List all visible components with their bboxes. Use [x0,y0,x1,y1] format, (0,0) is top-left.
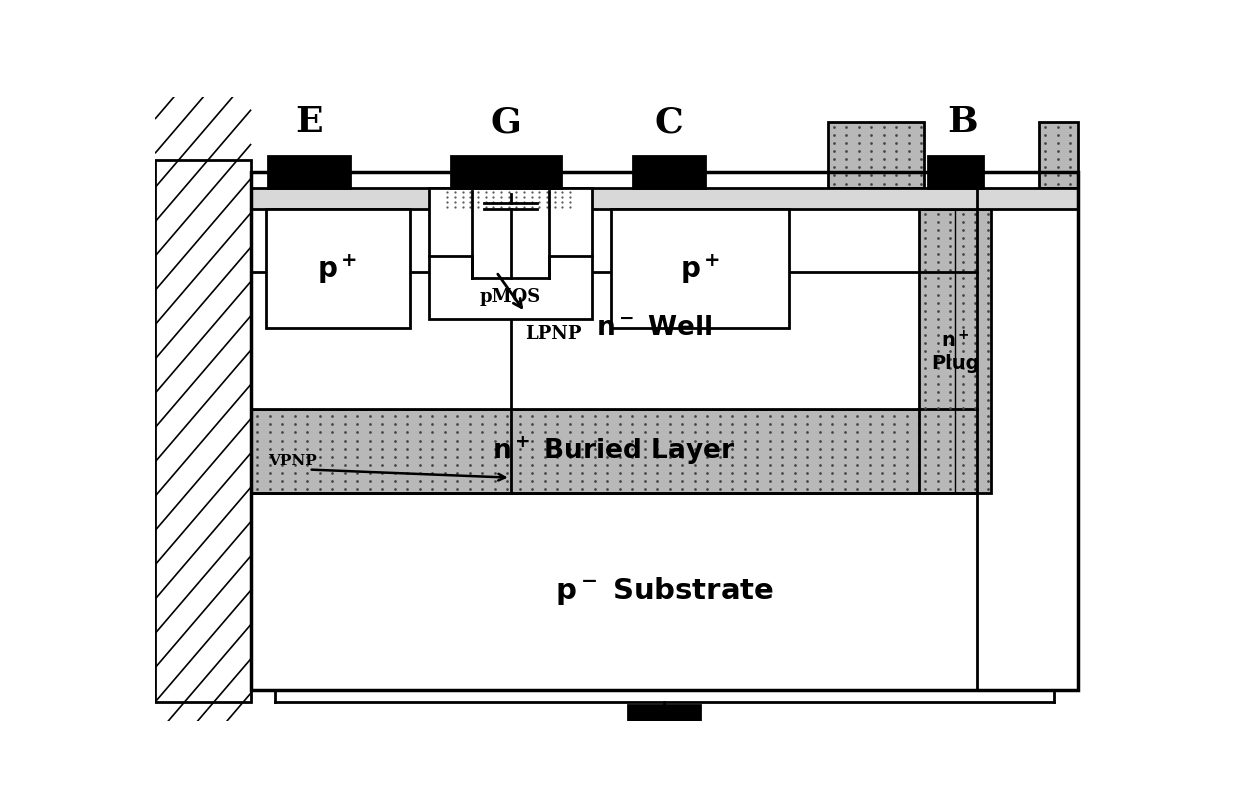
Bar [265,210,409,328]
Text: VPNP: VPNP [268,454,317,468]
Bar [250,172,1078,690]
Bar [629,706,701,729]
Bar [611,210,789,328]
Text: $\mathbf{n^+}$ Buried Layer: $\mathbf{n^+}$ Buried Layer [492,435,735,467]
Bar [928,156,983,188]
Bar [1039,122,1078,188]
Text: C: C [655,105,683,139]
Text: pMOS: pMOS [480,288,541,306]
Bar [250,188,1078,210]
Text: $\mathbf{n^-}$ Well: $\mathbf{n^-}$ Well [596,315,713,341]
Text: $\mathbf{n^+}$
Plug: $\mathbf{n^+}$ Plug [931,330,980,373]
Bar [444,188,578,210]
Bar [429,188,593,318]
Bar [250,272,977,409]
Text: $\mathbf{p^+}$: $\mathbf{p^+}$ [681,252,720,286]
Bar [250,409,977,493]
Text: G: G [490,105,521,139]
Text: $\mathbf{p^-}$ Substrate: $\mathbf{p^-}$ Substrate [554,575,774,608]
Text: E: E [295,105,322,139]
Bar [634,156,706,188]
Bar [828,122,924,188]
Text: $\mathbf{p^+}$: $\mathbf{p^+}$ [317,252,358,286]
Bar [450,156,560,188]
Text: B: B [947,105,977,139]
Text: LPNP: LPNP [525,325,582,343]
Bar [250,172,1078,690]
Bar [268,156,350,188]
Bar [155,160,250,702]
Bar [919,210,991,493]
